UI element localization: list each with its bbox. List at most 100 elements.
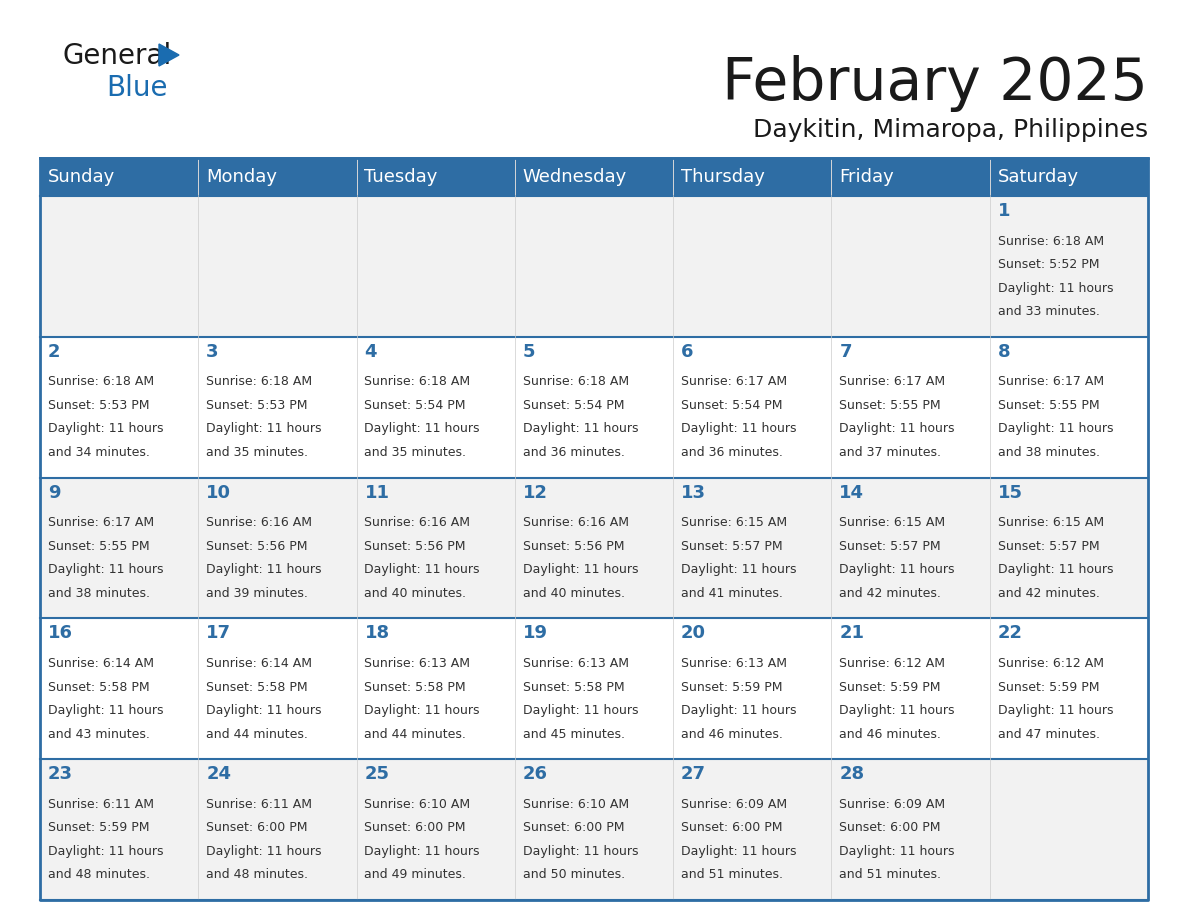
- Text: 3: 3: [207, 342, 219, 361]
- Bar: [40, 158, 198, 196]
- Text: Sunrise: 6:14 AM: Sunrise: 6:14 AM: [207, 657, 312, 670]
- Text: Sunrise: 6:11 AM: Sunrise: 6:11 AM: [207, 798, 312, 811]
- Text: and 47 minutes.: and 47 minutes.: [998, 727, 1100, 741]
- Text: Sunset: 5:58 PM: Sunset: 5:58 PM: [48, 680, 150, 693]
- Text: and 40 minutes.: and 40 minutes.: [523, 587, 625, 599]
- Text: Daylight: 11 hours: Daylight: 11 hours: [840, 704, 955, 717]
- Text: Tuesday: Tuesday: [365, 168, 438, 186]
- Text: Sunrise: 6:16 AM: Sunrise: 6:16 AM: [365, 516, 470, 530]
- Text: Sunset: 5:59 PM: Sunset: 5:59 PM: [998, 680, 1099, 693]
- Text: Sunset: 6:00 PM: Sunset: 6:00 PM: [207, 822, 308, 834]
- Text: and 42 minutes.: and 42 minutes.: [998, 587, 1100, 599]
- Text: Sunrise: 6:15 AM: Sunrise: 6:15 AM: [681, 516, 788, 530]
- Text: 10: 10: [207, 484, 232, 501]
- Text: Sunday: Sunday: [48, 168, 115, 186]
- Text: Sunrise: 6:18 AM: Sunrise: 6:18 AM: [998, 235, 1104, 248]
- Text: Daylight: 11 hours: Daylight: 11 hours: [48, 422, 164, 435]
- Text: Daykitin, Mimaropa, Philippines: Daykitin, Mimaropa, Philippines: [753, 118, 1148, 142]
- Text: Daylight: 11 hours: Daylight: 11 hours: [998, 564, 1113, 577]
- Text: Daylight: 11 hours: Daylight: 11 hours: [840, 845, 955, 857]
- Text: Sunset: 5:58 PM: Sunset: 5:58 PM: [207, 680, 308, 693]
- Text: General: General: [62, 42, 171, 70]
- Text: and 46 minutes.: and 46 minutes.: [681, 727, 783, 741]
- Text: Daylight: 11 hours: Daylight: 11 hours: [681, 422, 797, 435]
- Text: Sunset: 5:59 PM: Sunset: 5:59 PM: [840, 680, 941, 693]
- Text: 18: 18: [365, 624, 390, 643]
- Text: Sunrise: 6:13 AM: Sunrise: 6:13 AM: [523, 657, 628, 670]
- Text: Sunset: 5:53 PM: Sunset: 5:53 PM: [207, 399, 308, 412]
- Text: and 34 minutes.: and 34 minutes.: [48, 446, 150, 459]
- Text: 26: 26: [523, 766, 548, 783]
- Text: 5: 5: [523, 342, 536, 361]
- Text: and 38 minutes.: and 38 minutes.: [998, 446, 1100, 459]
- Bar: [832, 158, 990, 196]
- Text: and 45 minutes.: and 45 minutes.: [523, 727, 625, 741]
- Text: 25: 25: [365, 766, 390, 783]
- Text: Sunrise: 6:10 AM: Sunrise: 6:10 AM: [365, 798, 470, 811]
- Bar: [514, 158, 674, 196]
- Text: 20: 20: [681, 624, 706, 643]
- Text: Sunrise: 6:16 AM: Sunrise: 6:16 AM: [523, 516, 628, 530]
- Text: and 44 minutes.: and 44 minutes.: [207, 727, 308, 741]
- Text: Sunset: 5:56 PM: Sunset: 5:56 PM: [523, 540, 624, 553]
- Text: Daylight: 11 hours: Daylight: 11 hours: [998, 282, 1113, 295]
- Text: Sunset: 6:00 PM: Sunset: 6:00 PM: [523, 822, 624, 834]
- Text: and 39 minutes.: and 39 minutes.: [207, 587, 308, 599]
- Text: and 48 minutes.: and 48 minutes.: [48, 868, 150, 881]
- Text: Sunset: 6:00 PM: Sunset: 6:00 PM: [365, 822, 466, 834]
- Text: Sunrise: 6:09 AM: Sunrise: 6:09 AM: [840, 798, 946, 811]
- Text: Sunrise: 6:10 AM: Sunrise: 6:10 AM: [523, 798, 628, 811]
- Text: Sunset: 5:53 PM: Sunset: 5:53 PM: [48, 399, 150, 412]
- Text: and 51 minutes.: and 51 minutes.: [681, 868, 783, 881]
- Polygon shape: [159, 44, 179, 66]
- Text: Daylight: 11 hours: Daylight: 11 hours: [523, 564, 638, 577]
- Text: Daylight: 11 hours: Daylight: 11 hours: [365, 422, 480, 435]
- Text: Daylight: 11 hours: Daylight: 11 hours: [681, 704, 797, 717]
- Text: and 33 minutes.: and 33 minutes.: [998, 305, 1100, 319]
- Text: and 48 minutes.: and 48 minutes.: [207, 868, 308, 881]
- Text: 4: 4: [365, 342, 377, 361]
- Text: Sunset: 5:57 PM: Sunset: 5:57 PM: [681, 540, 783, 553]
- Text: Daylight: 11 hours: Daylight: 11 hours: [365, 845, 480, 857]
- Text: Sunset: 5:59 PM: Sunset: 5:59 PM: [48, 822, 150, 834]
- Bar: [40, 196, 1148, 337]
- Text: 27: 27: [681, 766, 706, 783]
- Text: Wednesday: Wednesday: [523, 168, 627, 186]
- Text: Daylight: 11 hours: Daylight: 11 hours: [207, 704, 322, 717]
- Text: 23: 23: [48, 766, 72, 783]
- Text: Sunrise: 6:17 AM: Sunrise: 6:17 AM: [840, 375, 946, 388]
- Text: Sunrise: 6:16 AM: Sunrise: 6:16 AM: [207, 516, 312, 530]
- Text: Sunset: 5:55 PM: Sunset: 5:55 PM: [48, 540, 150, 553]
- Text: Sunrise: 6:15 AM: Sunrise: 6:15 AM: [840, 516, 946, 530]
- Text: and 35 minutes.: and 35 minutes.: [207, 446, 308, 459]
- Text: 16: 16: [48, 624, 72, 643]
- Text: Daylight: 11 hours: Daylight: 11 hours: [523, 422, 638, 435]
- Bar: [40, 619, 1148, 759]
- Text: Sunrise: 6:15 AM: Sunrise: 6:15 AM: [998, 516, 1104, 530]
- Text: Sunset: 5:56 PM: Sunset: 5:56 PM: [365, 540, 466, 553]
- Text: Sunrise: 6:12 AM: Sunrise: 6:12 AM: [998, 657, 1104, 670]
- Text: and 40 minutes.: and 40 minutes.: [365, 587, 467, 599]
- Text: Saturday: Saturday: [998, 168, 1079, 186]
- Bar: [990, 158, 1148, 196]
- Text: Sunset: 5:55 PM: Sunset: 5:55 PM: [840, 399, 941, 412]
- Text: and 42 minutes.: and 42 minutes.: [840, 587, 941, 599]
- Text: Friday: Friday: [840, 168, 895, 186]
- Text: Sunrise: 6:17 AM: Sunrise: 6:17 AM: [681, 375, 788, 388]
- Text: and 46 minutes.: and 46 minutes.: [840, 727, 941, 741]
- Text: 6: 6: [681, 342, 694, 361]
- Text: Daylight: 11 hours: Daylight: 11 hours: [523, 704, 638, 717]
- Text: Monday: Monday: [207, 168, 277, 186]
- Text: 8: 8: [998, 342, 1010, 361]
- Text: and 43 minutes.: and 43 minutes.: [48, 727, 150, 741]
- Text: 24: 24: [207, 766, 232, 783]
- Text: Daylight: 11 hours: Daylight: 11 hours: [207, 845, 322, 857]
- Text: Daylight: 11 hours: Daylight: 11 hours: [523, 845, 638, 857]
- Text: Sunset: 6:00 PM: Sunset: 6:00 PM: [840, 822, 941, 834]
- Text: and 36 minutes.: and 36 minutes.: [523, 446, 625, 459]
- Text: and 35 minutes.: and 35 minutes.: [365, 446, 467, 459]
- Text: Daylight: 11 hours: Daylight: 11 hours: [840, 564, 955, 577]
- Text: February 2025: February 2025: [722, 55, 1148, 112]
- Text: 22: 22: [998, 624, 1023, 643]
- Text: Sunset: 5:58 PM: Sunset: 5:58 PM: [523, 680, 625, 693]
